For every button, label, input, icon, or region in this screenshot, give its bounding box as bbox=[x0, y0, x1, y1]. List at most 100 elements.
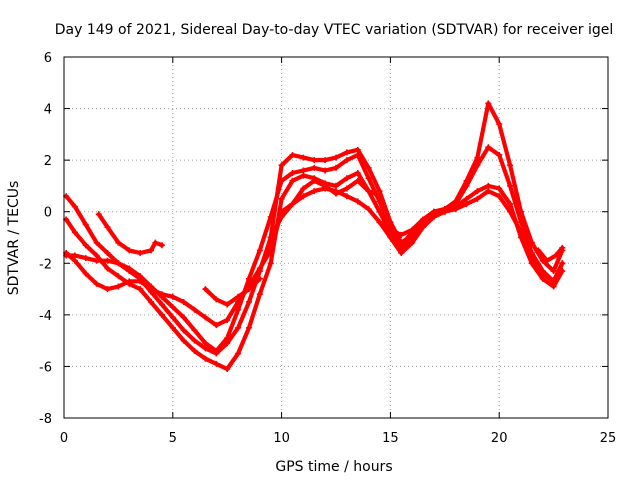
data-point bbox=[71, 203, 78, 210]
data-point bbox=[333, 182, 339, 189]
data-point bbox=[235, 298, 242, 305]
data-point bbox=[224, 366, 231, 373]
series-track-9 bbox=[536, 245, 565, 263]
data-point bbox=[474, 154, 481, 161]
data-point bbox=[180, 327, 187, 334]
series-track-3 bbox=[64, 101, 565, 354]
data-point bbox=[224, 335, 231, 342]
data-point bbox=[137, 286, 144, 293]
data-point bbox=[528, 255, 535, 262]
data-point bbox=[354, 198, 361, 205]
data-point bbox=[485, 100, 492, 107]
data-point bbox=[245, 324, 252, 331]
data-point bbox=[158, 311, 165, 318]
data-point bbox=[235, 350, 242, 357]
data-point bbox=[278, 162, 285, 169]
data-point bbox=[267, 234, 274, 241]
data-point bbox=[496, 185, 503, 192]
data-point bbox=[507, 208, 514, 215]
data-point bbox=[354, 151, 361, 158]
axis-ticks: 0 5 10 15 20 25 -8 -6 -4 -2 0 2 4 6 bbox=[39, 51, 616, 446]
data-point bbox=[333, 164, 339, 171]
data-point bbox=[115, 283, 122, 290]
data-point bbox=[235, 324, 242, 331]
data-point bbox=[441, 208, 448, 215]
data-point bbox=[191, 337, 198, 344]
data-point bbox=[256, 275, 263, 282]
data-point bbox=[245, 286, 252, 293]
data-point bbox=[420, 216, 427, 223]
data-point bbox=[256, 247, 263, 254]
data-point bbox=[496, 193, 503, 200]
data-point bbox=[496, 121, 503, 128]
data-point bbox=[71, 229, 78, 236]
data-point bbox=[137, 278, 144, 285]
data-point bbox=[387, 226, 394, 233]
data-point bbox=[343, 193, 350, 200]
x-tick-label: 5 bbox=[169, 431, 177, 446]
data-point bbox=[365, 188, 372, 195]
series-track-1 bbox=[64, 170, 565, 372]
data-point bbox=[82, 270, 89, 277]
data-point bbox=[452, 198, 459, 205]
data-point bbox=[93, 239, 100, 246]
data-point bbox=[333, 154, 339, 161]
data-point bbox=[169, 324, 176, 331]
data-point bbox=[507, 200, 514, 207]
data-point bbox=[507, 182, 514, 189]
data-point bbox=[278, 195, 285, 202]
data-point bbox=[82, 221, 89, 228]
data-point bbox=[278, 213, 285, 220]
data-point bbox=[354, 146, 361, 153]
data-point bbox=[104, 249, 111, 256]
data-point bbox=[398, 231, 405, 238]
data-point bbox=[333, 190, 339, 197]
data-point bbox=[278, 177, 285, 184]
series-track-5 bbox=[96, 212, 164, 256]
data-point bbox=[158, 242, 165, 249]
data-point bbox=[300, 167, 307, 174]
data-point bbox=[191, 306, 198, 313]
data-point bbox=[148, 298, 155, 305]
data-point bbox=[463, 195, 470, 202]
data-point bbox=[463, 177, 470, 184]
data-point bbox=[474, 188, 481, 195]
x-tick-label: 25 bbox=[600, 431, 617, 446]
data-point bbox=[409, 226, 416, 233]
data-point bbox=[535, 247, 542, 254]
data-point bbox=[376, 208, 383, 215]
data-point bbox=[343, 157, 350, 164]
data-point bbox=[224, 317, 231, 324]
data-point bbox=[235, 306, 242, 313]
y-tick-label: -6 bbox=[39, 360, 52, 375]
data-point bbox=[311, 164, 318, 171]
x-tick-label: 20 bbox=[491, 431, 508, 446]
data-point bbox=[552, 252, 559, 259]
data-point bbox=[267, 260, 274, 267]
data-point bbox=[289, 151, 296, 158]
y-tick-label: 0 bbox=[44, 206, 52, 221]
data-point bbox=[245, 275, 252, 282]
data-point bbox=[365, 206, 372, 213]
data-point bbox=[224, 301, 231, 308]
data-point bbox=[544, 257, 551, 264]
data-point bbox=[152, 239, 159, 246]
data-point bbox=[376, 219, 383, 226]
data-point bbox=[126, 278, 133, 285]
data-point bbox=[158, 301, 165, 308]
series-track-4 bbox=[64, 186, 565, 328]
data-point bbox=[202, 314, 209, 321]
data-point bbox=[463, 200, 470, 207]
data-point bbox=[507, 162, 514, 169]
data-point bbox=[496, 151, 503, 158]
data-point bbox=[322, 182, 329, 189]
data-point bbox=[517, 208, 524, 215]
data-point bbox=[311, 157, 318, 164]
data-point bbox=[202, 345, 209, 352]
data-point bbox=[104, 265, 111, 272]
data-point bbox=[245, 298, 252, 305]
data-point bbox=[95, 211, 102, 218]
data-point bbox=[213, 347, 220, 354]
data-point bbox=[528, 239, 535, 246]
